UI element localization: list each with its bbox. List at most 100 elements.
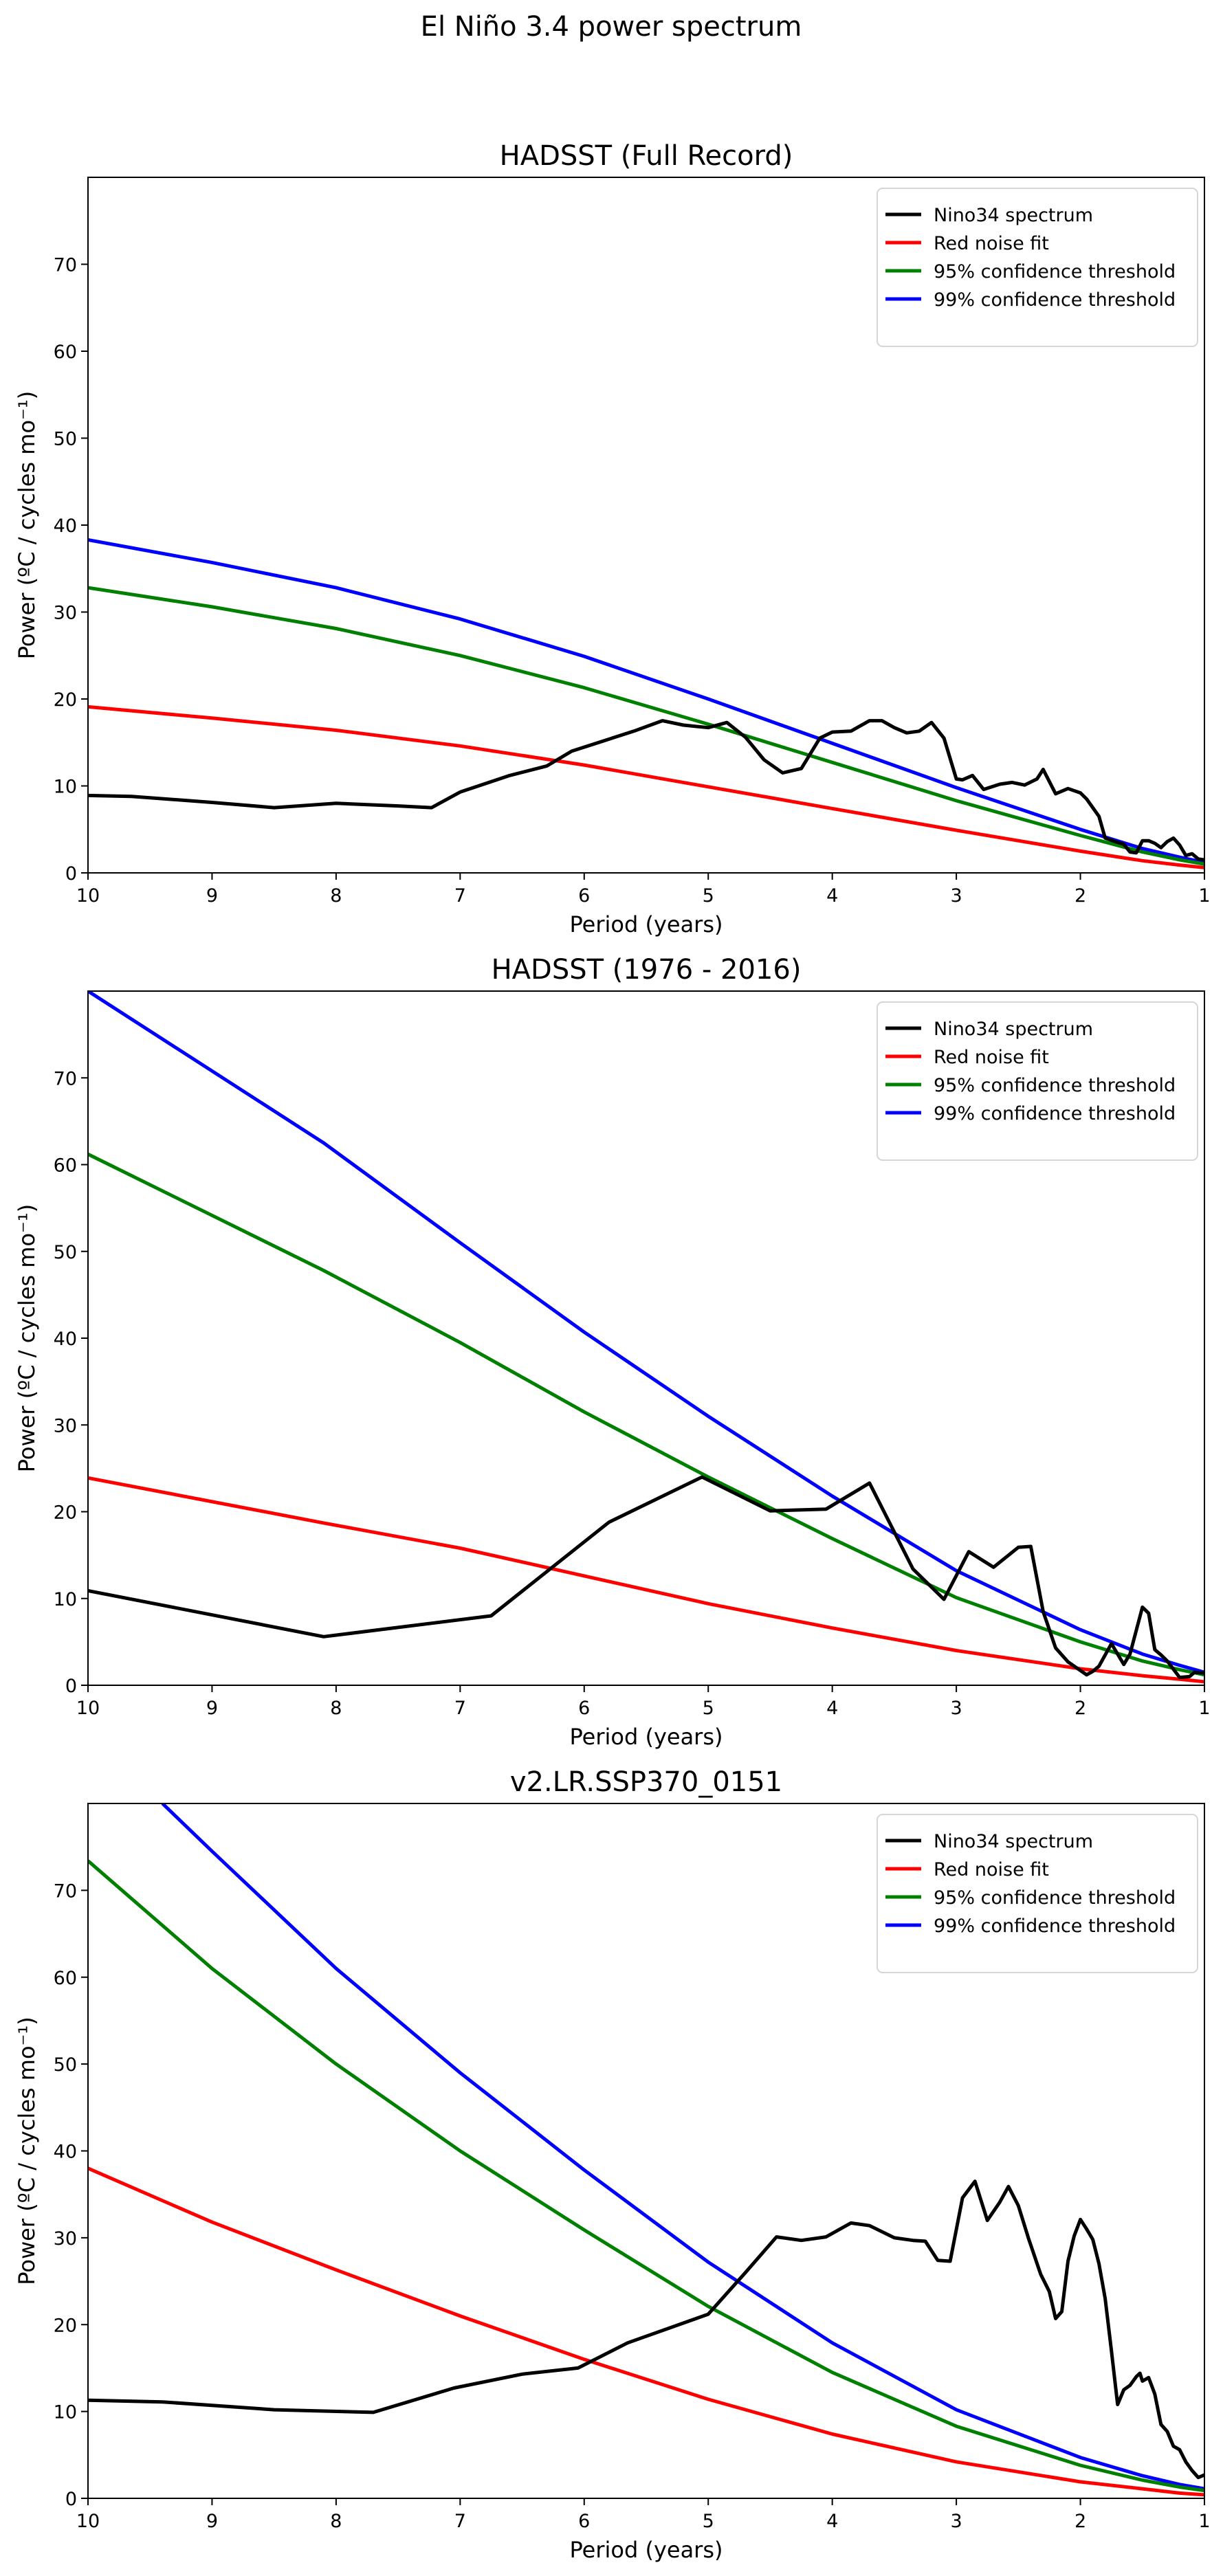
x-tick-label: 10 (76, 885, 100, 907)
x-tick-label: 2 (1075, 885, 1086, 907)
x-tick-label: 8 (330, 885, 342, 907)
y-tick-label: 10 (54, 2402, 77, 2423)
panels: HADSST (Full Record)10 9 8 7 6 5 4 3 2 1010203040… (14, 140, 1211, 2563)
y-tick-label: 50 (54, 2054, 77, 2076)
legend: Nino34 spectrum Red noise fit 95% confiden… (877, 188, 1198, 347)
x-tick-label: 5 (703, 2511, 714, 2532)
x-tick-label: 4 (826, 2511, 838, 2532)
y-tick-label: 50 (54, 429, 77, 450)
series-line-red-noise-fit (88, 2166, 1204, 2497)
x-tick-label: 5 (703, 885, 714, 907)
x-tick-label: 6 (578, 2511, 590, 2532)
series-line-red-noise-fit (88, 704, 1204, 869)
panel-title: HADSST (1976 - 2016) (492, 954, 802, 986)
y-tick-label: 70 (54, 1880, 77, 1902)
y-tick-label: 0 (65, 863, 77, 885)
series-line-red-noise-fit (88, 1476, 1204, 1684)
legend-label: 99% confidence threshold (934, 289, 1176, 311)
x-tick-label: 8 (330, 1698, 342, 1719)
y-tick-label: 0 (65, 1676, 77, 1697)
series-line-95-confidence-threshold (88, 1153, 1204, 1677)
legend-label: Red noise fit (934, 1859, 1049, 1880)
x-tick-label: 4 (826, 885, 838, 907)
x-tick-label: 6 (578, 1698, 590, 1719)
x-tick-label: 10 (76, 2511, 100, 2532)
series-line-nino34-spectrum (88, 719, 1204, 862)
x-axis-label: Period (years) (570, 2537, 723, 2563)
y-tick-label: 50 (54, 1242, 77, 1263)
y-axis-label: Power (ºC / cycles mo⁻¹) (14, 2017, 40, 2285)
legend-label: 99% confidence threshold (934, 1103, 1176, 1124)
y-tick-label: 60 (54, 1968, 77, 1989)
x-axis-label: Period (years) (570, 911, 723, 937)
legend-box (877, 1814, 1198, 1973)
legend-label: 95% confidence threshold (934, 1075, 1176, 1096)
y-tick-label: 0 (65, 2489, 77, 2510)
x-tick-label: 1 (1198, 2511, 1210, 2532)
x-tick-label: 3 (951, 2511, 962, 2532)
y-tick-label: 30 (54, 603, 77, 624)
x-tick-label: 7 (454, 885, 466, 907)
y-tick-label: 10 (54, 777, 77, 798)
x-tick-label: 1 (1198, 1698, 1210, 1719)
legend-label: 95% confidence threshold (934, 261, 1176, 282)
legend-box (877, 1001, 1198, 1161)
legend: Nino34 spectrum Red noise fit 95% confiden… (877, 1814, 1198, 1973)
panel-title: HADSST (Full Record) (500, 140, 793, 172)
y-tick-label: 70 (54, 255, 77, 276)
series-line-nino34-spectrum (88, 1475, 1204, 1680)
x-tick-label: 9 (206, 2511, 218, 2532)
y-tick-label: 40 (54, 515, 77, 537)
legend-label: 99% confidence threshold (934, 1916, 1176, 1937)
y-tick-label: 30 (54, 1415, 77, 1436)
x-tick-label: 4 (826, 1698, 838, 1719)
x-tick-label: 6 (578, 885, 590, 907)
y-tick-label: 40 (54, 2142, 77, 2163)
y-tick-label: 30 (54, 2228, 77, 2250)
series-group (88, 991, 1204, 1684)
x-tick-label: 3 (951, 885, 962, 907)
x-tick-label: 2 (1075, 2511, 1086, 2532)
x-tick-label: 9 (206, 1698, 218, 1719)
legend-label: Nino34 spectrum (934, 1831, 1093, 1852)
y-tick-label: 60 (54, 342, 77, 363)
figure-suptitle: El Niño 3.4 power spectrum (421, 11, 802, 43)
series-line-95-confidence-threshold (88, 586, 1204, 866)
y-tick-label: 40 (54, 1329, 77, 1350)
series-line-99-confidence-threshold (161, 1803, 1204, 2491)
y-tick-label: 20 (54, 689, 77, 711)
panel-2: HADSST (1976 - 2016)10 9 8 7 6 5 4 3 2 1010203040… (14, 954, 1211, 1750)
panel-1: HADSST (Full Record)10 9 8 7 6 5 4 3 2 1010203040… (14, 140, 1211, 937)
panel-title: v2.LR.SSP370_0151 (510, 1766, 782, 1798)
legend-label: Nino34 spectrum (934, 205, 1093, 226)
x-tick-label: 1 (1198, 885, 1210, 907)
x-tick-label: 10 (76, 1698, 100, 1719)
x-tick-label: 9 (206, 885, 218, 907)
y-tick-label: 20 (54, 1502, 77, 1524)
y-axis-label: Power (ºC / cycles mo⁻¹) (14, 391, 40, 659)
series-group (88, 538, 1204, 869)
legend-label: Nino34 spectrum (934, 1019, 1093, 1040)
x-tick-label: 8 (330, 2511, 342, 2532)
y-tick-label: 60 (54, 1155, 77, 1177)
legend-label: 95% confidence threshold (934, 1887, 1176, 1909)
series-line-99-confidence-threshold (88, 991, 1204, 1674)
legend-label: Red noise fit (934, 233, 1049, 254)
y-tick-label: 70 (54, 1068, 77, 1089)
y-axis-label: Power (ºC / cycles mo⁻¹) (14, 1204, 40, 1472)
x-tick-label: 2 (1075, 1698, 1086, 1719)
legend: Nino34 spectrum Red noise fit 95% confiden… (877, 1001, 1198, 1161)
x-tick-label: 7 (454, 1698, 466, 1719)
x-tick-label: 7 (454, 2511, 466, 2532)
series-line-95-confidence-threshold (88, 1859, 1204, 2493)
series-line-nino34-spectrum (88, 2179, 1204, 2480)
legend-box (877, 188, 1198, 347)
x-axis-label: Period (years) (570, 1724, 723, 1750)
series-line-99-confidence-threshold (88, 538, 1204, 865)
y-tick-label: 20 (54, 2315, 77, 2336)
x-tick-label: 5 (703, 1698, 714, 1719)
legend-label: Red noise fit (934, 1047, 1049, 1068)
